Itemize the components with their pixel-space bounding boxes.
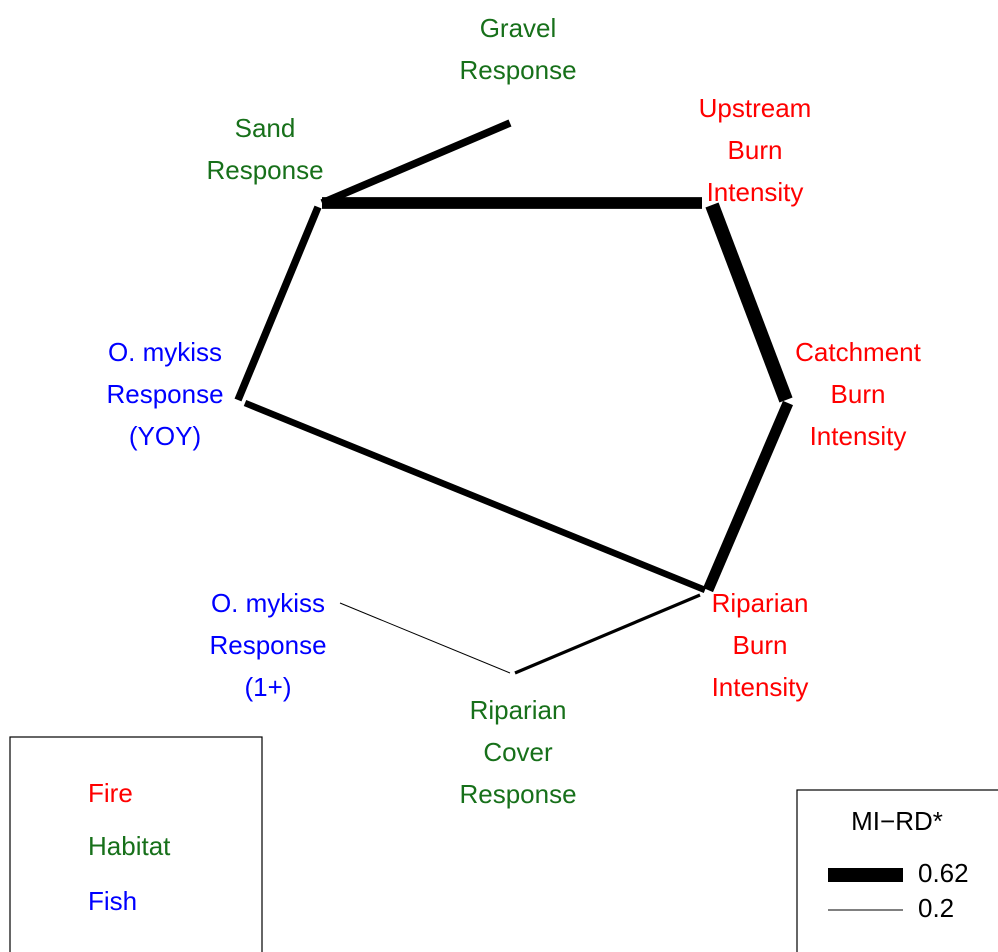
group-legend-label: Habitat <box>88 831 171 861</box>
node-label: Burn <box>728 135 783 165</box>
node-label: Riparian <box>470 695 567 725</box>
weight-legend-label: 0.2 <box>918 893 954 923</box>
group-legend-label: Fire <box>88 778 133 808</box>
edge <box>243 399 707 594</box>
edge <box>339 602 511 674</box>
node-label: Response <box>106 379 223 409</box>
node-label: Response <box>459 55 576 85</box>
node-label: Response <box>209 630 326 660</box>
node-label: Sand <box>235 113 296 143</box>
node-label: Riparian <box>712 588 809 618</box>
node-label: Gravel <box>480 13 557 43</box>
edge <box>705 202 793 403</box>
node-label: Intensity <box>707 177 804 207</box>
node-label: Catchment <box>795 337 921 367</box>
labels: Gravel Response Upstream Burn Intensity Sand R… <box>106 13 921 809</box>
node-label: Response <box>459 779 576 809</box>
weight-legend-title: MI−RD* <box>851 806 943 836</box>
node-label: Response <box>206 155 323 185</box>
weight-legend-label: 0.62 <box>918 858 969 888</box>
node-label: Cover <box>483 737 553 767</box>
edge <box>320 119 512 207</box>
node-label: (YOY) <box>129 421 201 451</box>
node-label: Intensity <box>712 672 809 702</box>
weight-legend-box <box>796 789 998 952</box>
node-label: (1+) <box>245 672 292 702</box>
node-label: Burn <box>733 630 788 660</box>
edge <box>514 593 701 675</box>
edge <box>234 205 322 402</box>
edges <box>234 119 794 675</box>
group-legend-label: Fish <box>88 886 137 916</box>
node-label: Intensity <box>810 421 907 451</box>
node-label: O. mykiss <box>211 588 325 618</box>
node-label: Burn <box>831 379 886 409</box>
node-label: Upstream <box>699 93 812 123</box>
node-label: O. mykiss <box>108 337 222 367</box>
group-legend-box <box>9 736 263 952</box>
edge <box>702 400 794 593</box>
